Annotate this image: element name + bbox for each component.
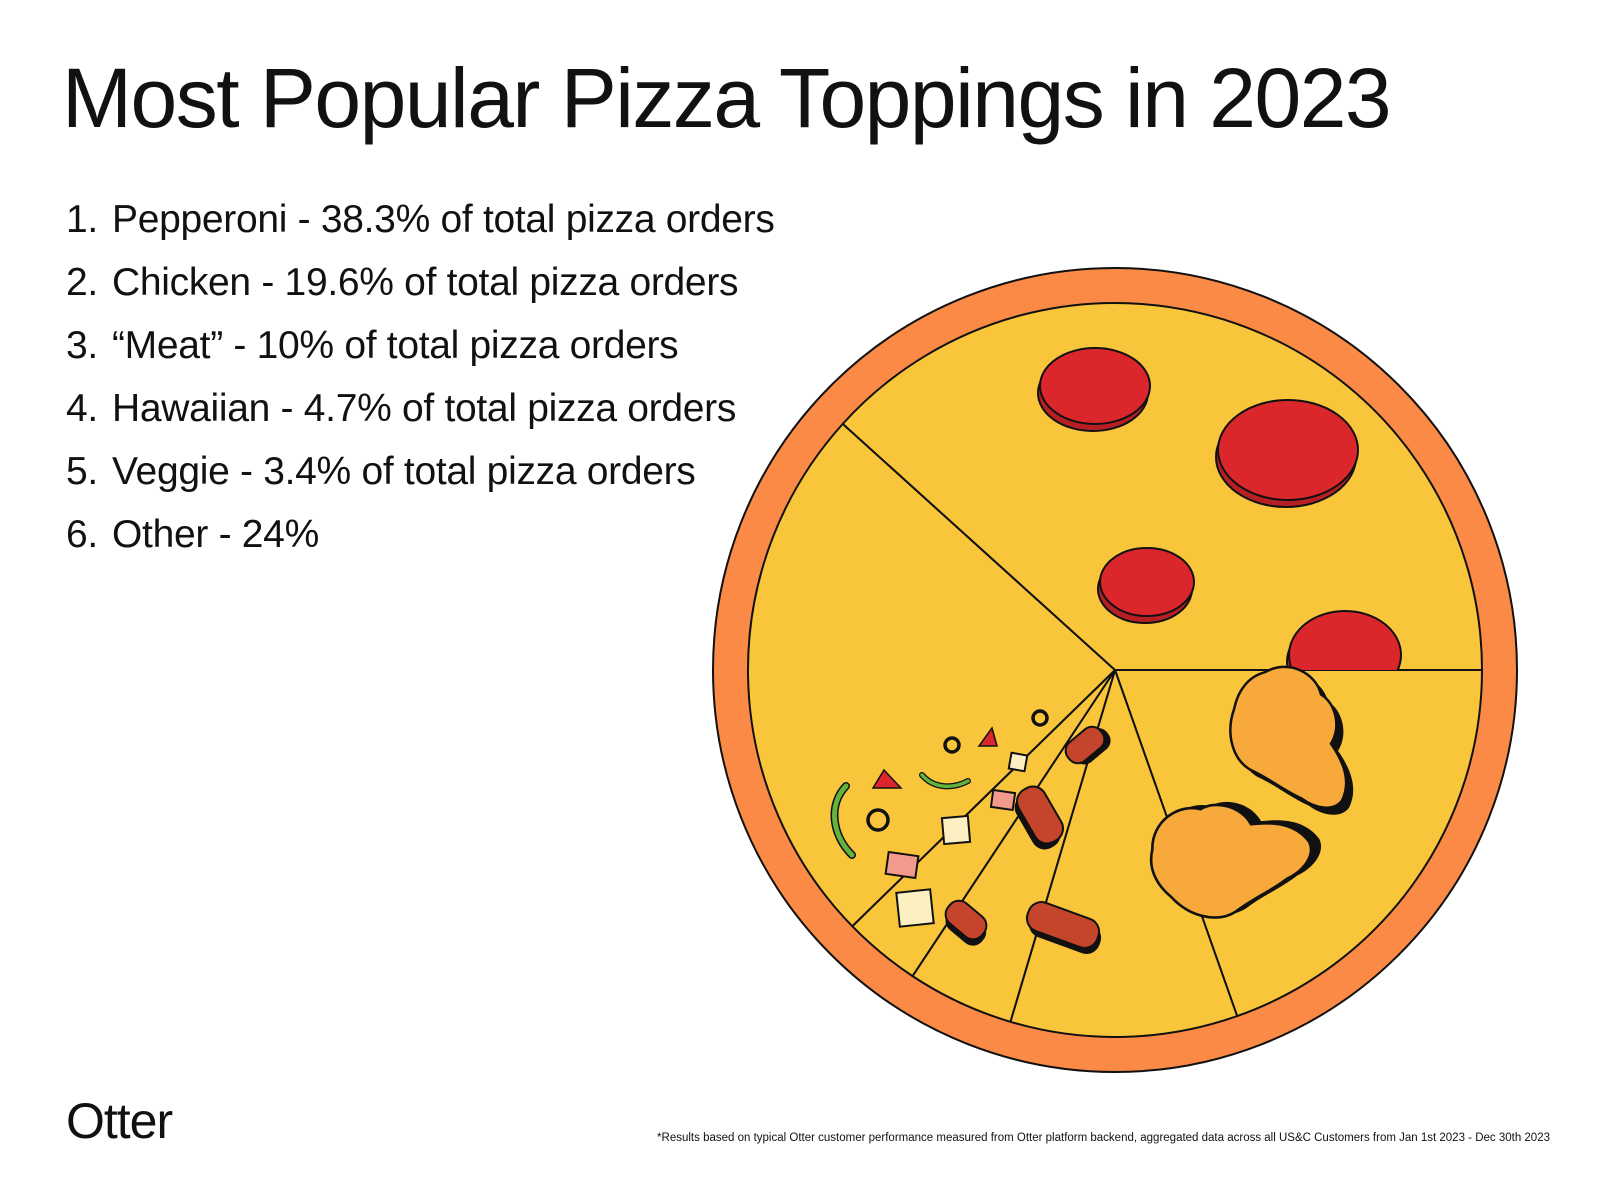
list-item: 5. Veggie - 3.4% of total pizza orders xyxy=(66,440,775,503)
tomato-topping xyxy=(871,768,903,789)
pineapple-topping xyxy=(895,888,935,928)
pepper-topping xyxy=(832,783,855,858)
meat-topping xyxy=(944,899,988,946)
list-item: 3. “Meat” - 10% of total pizza orders xyxy=(66,314,775,377)
pepperoni-topping xyxy=(1288,610,1402,670)
footnote: *Results based on typical Otter customer… xyxy=(657,1132,1550,1144)
pineapple-topping xyxy=(1007,751,1029,773)
rank-text: Veggie - 3.4% of total pizza orders xyxy=(112,450,696,493)
rank-text: Hawaiian - 4.7% of total pizza orders xyxy=(112,387,737,430)
rank-text: “Meat” - 10% of total pizza orders xyxy=(112,324,679,367)
pepperoni-group xyxy=(1037,347,1402,670)
meat-topping xyxy=(1064,725,1111,765)
chicken-topping xyxy=(1229,665,1354,815)
rank-number: 2. xyxy=(66,261,98,304)
pineapple-topping xyxy=(940,814,972,846)
page-title: Most Popular Pizza Toppings in 2023 xyxy=(62,51,1392,145)
olive-topping xyxy=(943,736,961,754)
rank-number: 1. xyxy=(66,198,98,241)
ham-topping xyxy=(989,788,1017,812)
list-item: 4. Hawaiian - 4.7% of total pizza orders xyxy=(66,377,775,440)
tomato-topping xyxy=(977,726,998,747)
meat-topping xyxy=(1025,901,1102,954)
pepperoni-topping xyxy=(1099,547,1195,617)
rank-text: Pepperoni - 38.3% of total pizza orders xyxy=(112,198,775,241)
list-item: 1. Pepperoni - 38.3% of total pizza order… xyxy=(66,188,775,251)
list-item: 6. Other - 24% xyxy=(66,503,775,566)
ham-topping xyxy=(884,850,920,880)
pepper-topping xyxy=(920,773,970,788)
topping-ranking-list: 1. Pepperoni - 38.3% of total pizza order… xyxy=(66,188,775,566)
rank-number: 4. xyxy=(66,387,98,430)
rank-number: 5. xyxy=(66,450,98,493)
pepperoni-topping xyxy=(1217,399,1359,501)
otter-logo: Otter xyxy=(66,1093,173,1149)
olive-topping xyxy=(1031,709,1049,727)
list-item: 2. Chicken - 19.6% of total pizza orders xyxy=(66,251,775,314)
slice-pepperoni xyxy=(841,302,1483,671)
rank-text: Chicken - 19.6% of total pizza orders xyxy=(112,261,739,304)
rank-text: Other - 24% xyxy=(112,513,319,556)
pizza-toppings xyxy=(830,347,1402,954)
rank-number: 6. xyxy=(66,513,98,556)
pepperoni-topping xyxy=(1039,347,1151,425)
rank-number: 3. xyxy=(66,324,98,367)
olive-topping xyxy=(866,808,890,832)
chicken-topping xyxy=(1149,801,1321,919)
meat-topping xyxy=(1014,785,1064,850)
